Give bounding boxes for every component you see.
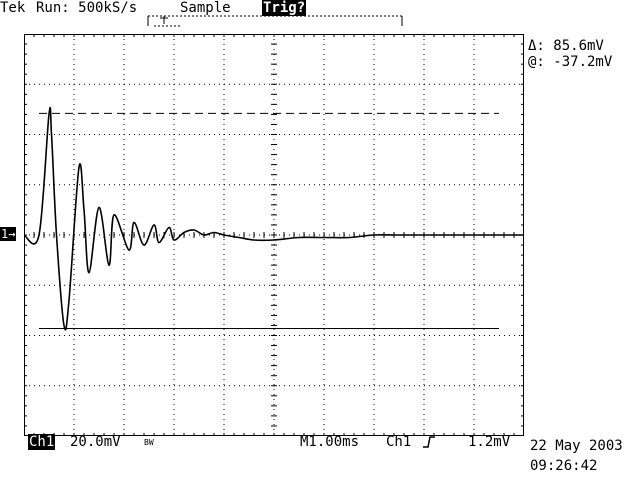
waveform-trace	[24, 106, 524, 331]
capture-date: 22 May 2003	[530, 438, 623, 454]
channel1-ground-marker: 1→	[0, 227, 17, 241]
trigger-level: 1.2mV	[468, 434, 511, 450]
channel-label: Ch1	[28, 434, 56, 450]
acquisition-mode: Sample	[180, 0, 231, 16]
timebase: M1.00ms	[300, 434, 360, 450]
volts-per-div: 20.0mV	[70, 434, 121, 450]
waveform-plot	[24, 34, 524, 436]
trigger-status: Trig?	[262, 0, 307, 16]
brand-label: Tek	[0, 0, 26, 16]
bandwidth-limit-marker: BW	[144, 438, 154, 447]
rising-edge-icon	[423, 436, 435, 448]
trigger-source: Ch1	[386, 434, 412, 450]
acquisition-status: Run: 500kS/s	[36, 0, 138, 16]
record-position-bracket	[147, 15, 403, 27]
capture-time: 09:26:42	[530, 458, 598, 474]
cursor-at-readout: @: -37.2mV	[528, 54, 613, 70]
cursor-delta-readout: Δ: 85.6mV	[528, 38, 604, 54]
